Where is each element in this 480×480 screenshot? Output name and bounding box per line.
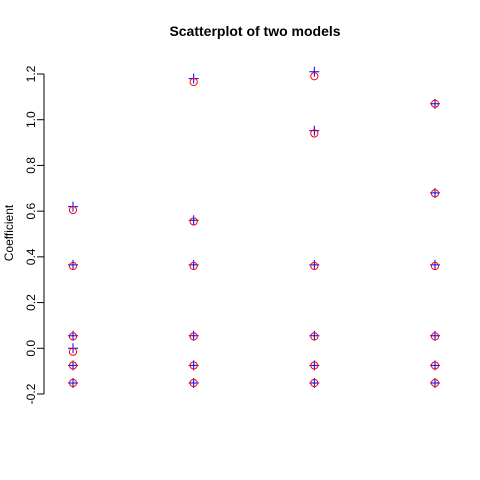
circle-marker — [430, 378, 440, 388]
circle-marker — [189, 361, 198, 370]
y-tick-label: -0.2 — [24, 383, 38, 404]
circle-marker — [68, 378, 78, 388]
circle-marker — [430, 361, 440, 370]
circle-marker — [189, 261, 198, 271]
circle-marker — [310, 129, 319, 138]
circle-marker — [189, 217, 198, 226]
circle-marker — [430, 332, 440, 341]
circle-marker — [430, 99, 440, 108]
y-axis: -0.2 0.0 0.2 0.4 0.6 0.8 1.0 1.2 — [24, 65, 45, 404]
circle-marker — [310, 332, 319, 341]
circle-marker — [68, 347, 78, 356]
chart-title: Scatterplot of two models — [169, 23, 340, 39]
y-tick-label: 0.6 — [24, 202, 38, 219]
circle-marker — [310, 261, 319, 271]
circle-marker — [430, 261, 440, 271]
data-markers — [68, 66, 440, 389]
y-tick-label: 0.4 — [24, 248, 38, 265]
y-axis-label: Coefficient — [2, 204, 16, 261]
y-tick-label: 0.0 — [24, 340, 38, 357]
circle-marker — [189, 378, 198, 388]
y-tick-label: 0.2 — [24, 294, 38, 311]
circle-marker — [310, 378, 319, 388]
circle-marker — [68, 361, 78, 370]
circle-marker — [430, 189, 440, 198]
y-tick-label: 1.0 — [24, 111, 38, 128]
plus-marker — [309, 66, 320, 77]
circle-marker — [310, 72, 319, 81]
plus-marker — [309, 125, 320, 136]
circle-marker — [310, 361, 319, 370]
y-tick-label: 1.2 — [24, 65, 38, 82]
circle-marker — [189, 332, 198, 341]
circle-marker — [68, 261, 78, 271]
circle-marker — [68, 332, 78, 341]
circle-marker — [189, 77, 198, 87]
y-tick-label: 0.8 — [24, 157, 38, 174]
circle-marker — [68, 205, 78, 215]
